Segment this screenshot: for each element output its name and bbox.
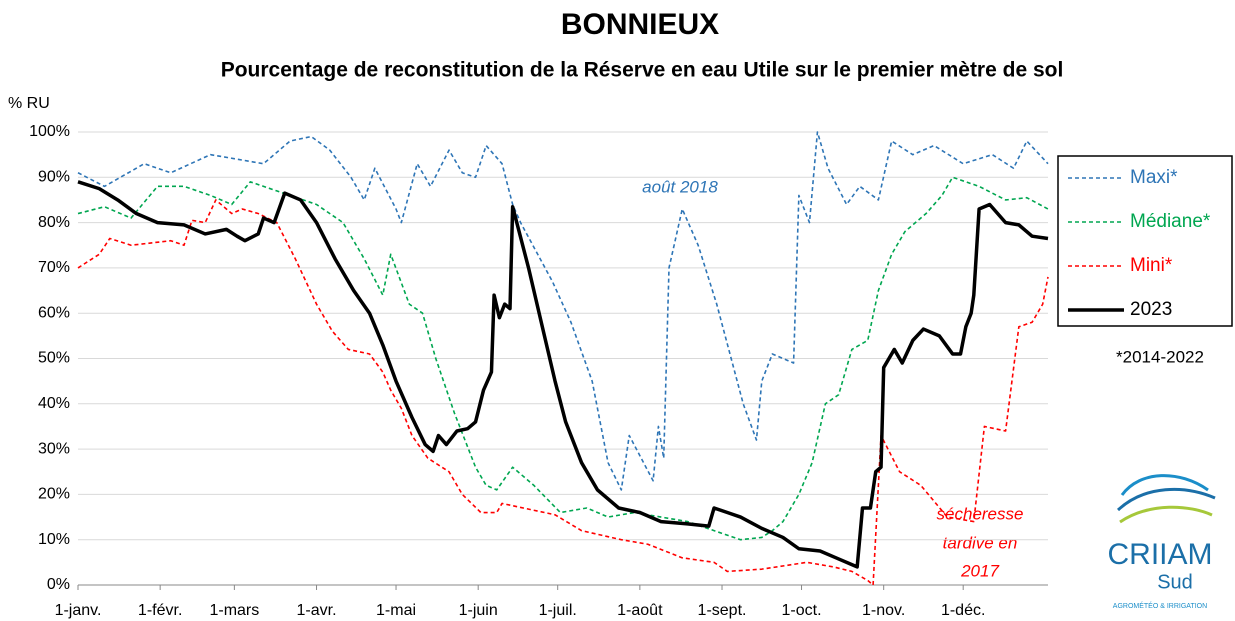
x-tick-label: 1-mars: [209, 602, 259, 619]
series-line: [77, 199, 1049, 586]
logo: CRIIAM Sud AGROMÉTÉO & IRRIGATION: [1108, 474, 1216, 610]
y-tick-label: 100%: [29, 123, 70, 140]
y-tick-label: 90%: [38, 169, 70, 186]
chart-title: BONNIEUX: [561, 8, 719, 41]
x-tick-label: 1-oct.: [782, 602, 822, 619]
logo-wave: [1116, 487, 1216, 512]
x-tick-label: 1-août: [617, 602, 663, 619]
x-tick-label: 1-juil.: [539, 602, 577, 619]
x-tick-label: 1-mai: [376, 602, 416, 619]
logo-sub: Sud: [1157, 571, 1193, 593]
series-line: [77, 131, 1049, 491]
y-tick-label: 50%: [38, 350, 70, 367]
logo-name: CRIIAM: [1108, 538, 1213, 571]
x-tick-label: 1-févr.: [138, 602, 182, 619]
annotation: août 2018: [642, 177, 718, 196]
y-tick-label: 0%: [47, 576, 70, 593]
logo-wave: [1120, 474, 1209, 496]
legend-label: 2023: [1130, 299, 1172, 320]
y-tick-label: 30%: [38, 440, 70, 457]
y-axis-label: % RU: [8, 95, 50, 112]
chart-subtitle: Pourcentage de reconstitution de la Rése…: [221, 59, 1064, 82]
series-line: [77, 180, 1049, 569]
x-tick-label: 1-nov.: [862, 602, 905, 619]
y-tick-label: 70%: [38, 259, 70, 276]
y-tick-label: 60%: [38, 304, 70, 321]
legend-label: Mini*: [1130, 255, 1173, 276]
annotation: 2017: [960, 561, 999, 580]
logo-wave: [1119, 505, 1213, 524]
legend-box: [1057, 155, 1233, 327]
x-tick-label: 1-déc.: [941, 602, 985, 619]
footnote: *2014-2022: [1116, 347, 1204, 366]
y-tick-label: 40%: [38, 395, 70, 412]
x-tick-label: 1-juin: [459, 602, 498, 619]
y-tick-label: 10%: [38, 531, 70, 548]
y-tick-label: 80%: [38, 214, 70, 231]
x-tick-label: 1-sept.: [698, 602, 747, 619]
annotation: sécheresse: [937, 504, 1024, 523]
legend-label: Médiane*: [1130, 211, 1211, 232]
logo-tagline: AGROMÉTÉO & IRRIGATION: [1113, 601, 1207, 610]
y-tick-label: 20%: [38, 486, 70, 503]
x-tick-label: 1-avr.: [297, 602, 337, 619]
annotation: tardive en: [943, 533, 1018, 552]
legend-label: Maxi*: [1130, 167, 1178, 188]
x-tick-label: 1-janv.: [55, 602, 102, 619]
